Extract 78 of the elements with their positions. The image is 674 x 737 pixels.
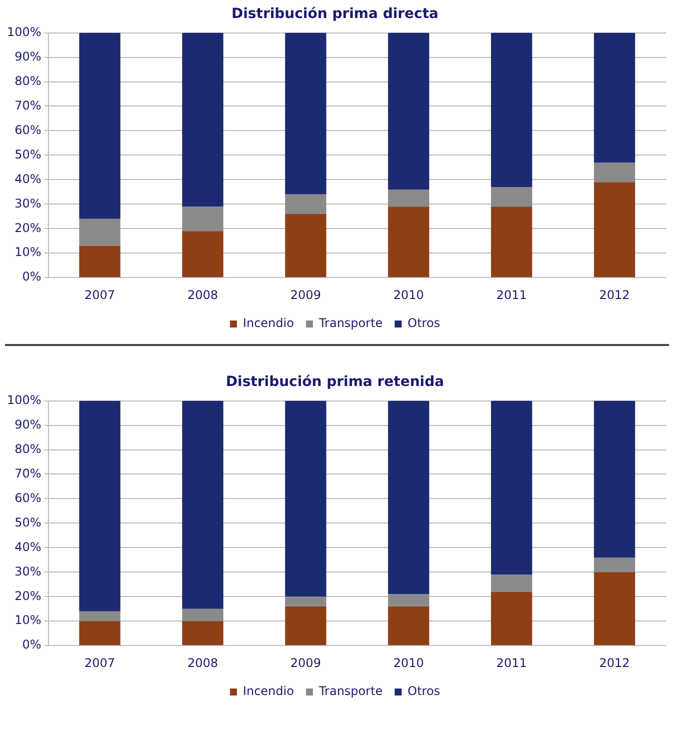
y-tick-label: 100%: [6, 24, 42, 39]
y-tick-label: 80%: [14, 442, 42, 456]
y-tick-label: 90%: [14, 49, 42, 64]
bar: [490, 400, 532, 575]
bar: [594, 400, 636, 558]
bar: [285, 214, 326, 278]
y-tick-label: 50%: [14, 515, 42, 530]
bar: [490, 592, 532, 646]
bar: [594, 32, 636, 163]
bar: [285, 32, 326, 194]
x-tick-label: 2012: [599, 288, 630, 302]
bar: [388, 32, 430, 190]
x-tick-label: 2008: [187, 288, 218, 302]
bar: [79, 621, 120, 646]
legend-label: Incendio: [242, 684, 294, 698]
legend-label: Otros: [408, 684, 440, 698]
x-tick-label: 2012: [599, 656, 630, 670]
y-tick-label: 30%: [14, 564, 42, 578]
bar: [182, 206, 224, 232]
bar: [182, 608, 224, 622]
bar: [79, 218, 120, 246]
bar: [388, 206, 430, 278]
legend-label: Otros: [408, 316, 440, 330]
bar: [594, 162, 636, 182]
bar: [285, 596, 326, 606]
bar: [182, 621, 224, 646]
bar: [182, 32, 224, 207]
y-tick-label: 20%: [14, 220, 42, 235]
bar: [79, 611, 120, 622]
bar: [388, 189, 430, 207]
bar: [594, 572, 636, 646]
y-tick-label: 40%: [14, 540, 42, 554]
bar: [490, 187, 532, 207]
y-tick-label: 90%: [14, 417, 42, 432]
bar: [490, 206, 532, 278]
bar: [490, 574, 532, 592]
y-tick-label: 0%: [22, 638, 42, 652]
y-tick-label: 30%: [14, 196, 42, 210]
x-tick-label: 2011: [496, 656, 527, 670]
bar: [79, 400, 120, 612]
y-tick-label: 20%: [14, 588, 42, 603]
x-tick-label: 2009: [290, 288, 321, 302]
chart-title: Distribución prima retenida: [226, 374, 444, 390]
y-tick-label: 60%: [14, 490, 42, 505]
legend-label: Transporte: [318, 684, 383, 698]
x-tick-label: 2008: [187, 656, 218, 670]
bar: [79, 246, 120, 278]
bar: [182, 231, 224, 278]
x-tick-label: 2011: [496, 288, 527, 302]
x-tick-label: 2007: [84, 656, 116, 670]
y-tick-label: 10%: [14, 613, 42, 628]
chart-title: Distribución prima directa: [232, 6, 438, 22]
legend-label: Incendio: [242, 316, 294, 330]
bar: [182, 400, 224, 609]
y-tick-label: 60%: [14, 122, 42, 137]
bar: [285, 400, 326, 597]
legend-label: Transporte: [318, 316, 383, 330]
bar: [490, 32, 532, 188]
y-tick-label: 70%: [14, 98, 42, 112]
x-tick-label: 2007: [84, 288, 116, 302]
y-tick-label: 70%: [14, 466, 42, 480]
y-tick-label: 100%: [6, 392, 42, 407]
bar: [285, 606, 326, 646]
bar: [388, 400, 430, 594]
bar: [285, 194, 326, 214]
bar: [79, 32, 120, 219]
x-tick-label: 2010: [393, 288, 424, 302]
x-tick-label: 2010: [393, 656, 424, 670]
y-tick-label: 0%: [22, 270, 42, 284]
x-tick-label: 2009: [290, 656, 321, 670]
bar: [594, 182, 636, 278]
y-tick-label: 40%: [14, 172, 42, 186]
bar: [388, 606, 430, 646]
y-tick-label: 10%: [14, 245, 42, 260]
y-tick-label: 80%: [14, 74, 42, 88]
y-tick-label: 50%: [14, 147, 42, 162]
bar: [594, 557, 636, 572]
bar: [388, 594, 430, 606]
